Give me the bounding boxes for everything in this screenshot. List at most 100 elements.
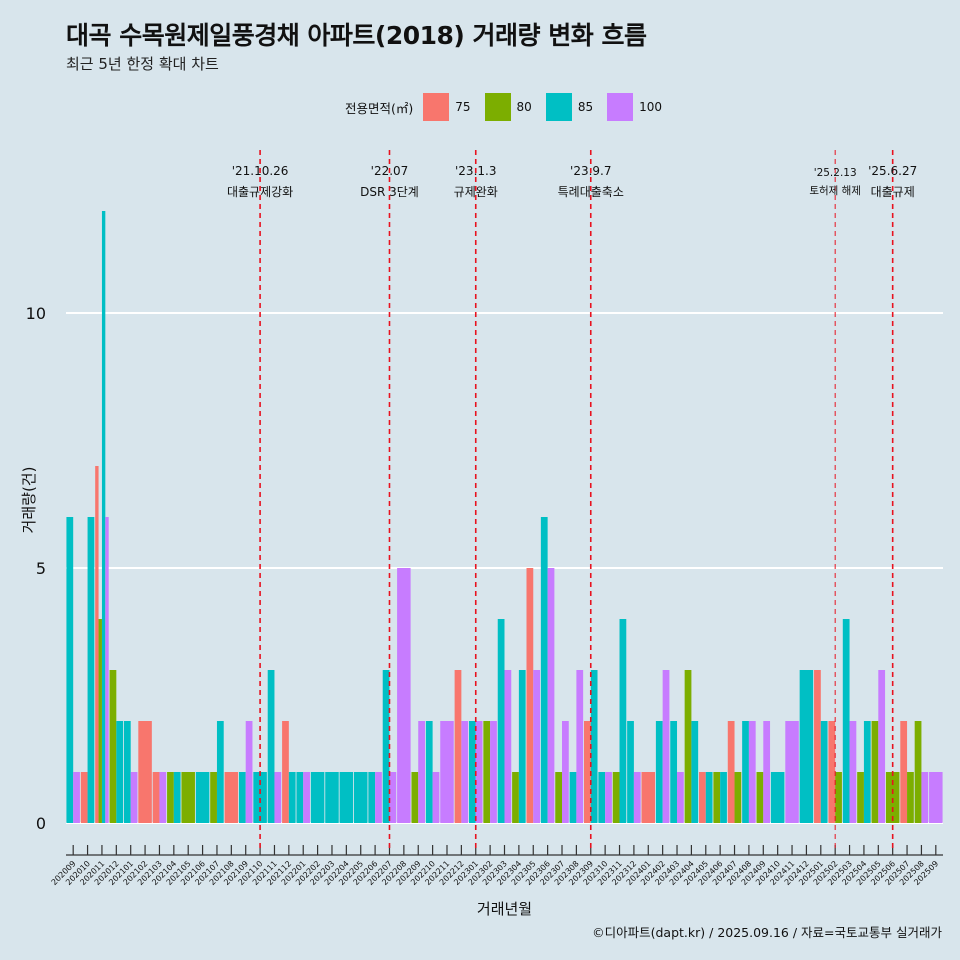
bar: [878, 670, 886, 823]
bar: [461, 721, 469, 823]
legend-key-85: [545, 93, 572, 121]
bar: [123, 721, 131, 823]
bar: [555, 772, 563, 823]
bar: [253, 772, 267, 823]
bar: [497, 619, 505, 823]
bar: [785, 721, 799, 823]
bar: [512, 772, 519, 823]
bar: [95, 466, 99, 823]
event-date: '21.10.26: [232, 164, 289, 178]
bar: [87, 517, 95, 823]
bar: [245, 721, 253, 823]
legend: 전용면적(㎡) 75 80 85 100: [345, 92, 676, 122]
bar: [288, 772, 296, 823]
bar: [763, 721, 771, 823]
bar: [440, 721, 454, 823]
bar: [116, 721, 124, 823]
bar: [849, 721, 857, 823]
bar: [605, 772, 612, 823]
bar: [842, 619, 850, 823]
bar: [66, 517, 74, 823]
bar: [612, 772, 620, 823]
bar: [173, 772, 181, 823]
bar: [138, 721, 152, 823]
bar: [432, 772, 440, 823]
event-label: 토허제 해제: [809, 184, 861, 197]
bar: [339, 772, 354, 823]
page-subtitle: 최근 5년 한정 확대 차트: [66, 55, 219, 73]
bar: [799, 670, 814, 823]
legend-label-85: 85: [577, 100, 594, 114]
bar: [863, 721, 871, 823]
bar: [627, 721, 634, 823]
bar: [691, 721, 699, 823]
event-label: 대출규제: [871, 185, 915, 199]
x-axis-title: 거래년월: [477, 900, 532, 918]
bar: [303, 772, 310, 823]
bar: [73, 772, 80, 823]
bar: [454, 670, 462, 823]
bar: [641, 772, 656, 823]
bar: [584, 721, 591, 823]
bar: [152, 772, 160, 823]
event-label: 규제완화: [454, 185, 498, 199]
event-date: '25.2.13: [814, 167, 857, 179]
event-date: '22.07: [371, 164, 409, 178]
legend-label-100: 100: [639, 100, 663, 114]
bar: [914, 721, 922, 823]
legend-key-100: [607, 93, 634, 121]
event-label: 특례대출축소: [558, 185, 624, 199]
bar: [526, 568, 534, 823]
bar: [167, 772, 174, 823]
bar: [130, 772, 138, 823]
bar: [504, 670, 512, 823]
bar: [748, 721, 756, 823]
bar: [619, 619, 627, 823]
y-tick-label: 5: [36, 559, 46, 578]
bar: [389, 772, 397, 823]
legend-key-80: [484, 93, 511, 121]
bar: [590, 670, 598, 823]
bar: [533, 670, 541, 823]
bar: [576, 670, 584, 823]
bar: [885, 772, 900, 823]
bar: [98, 619, 102, 823]
bar: [468, 721, 476, 823]
bar: [425, 721, 433, 823]
bar: [181, 772, 195, 823]
bar: [375, 772, 382, 823]
y-axis-title: 거래량(건): [20, 467, 38, 534]
bar: [159, 772, 167, 823]
bar: [705, 772, 713, 823]
bar: [105, 517, 109, 823]
bar: [368, 772, 376, 823]
bar: [475, 721, 483, 823]
bar: [720, 772, 727, 823]
bar: [353, 772, 368, 823]
event-label: 대출규제강화: [227, 185, 293, 199]
bar: [670, 721, 678, 823]
bar: [900, 721, 908, 823]
bar: [224, 772, 239, 823]
page-title: 대곡 수목원제일풍경채 아파트(2018) 거래량 변화 흐름: [66, 21, 647, 50]
bar: [699, 772, 706, 823]
bar: [483, 721, 491, 823]
bar: [871, 721, 879, 823]
bar: [662, 670, 670, 823]
bar: [101, 211, 106, 823]
bar: [282, 721, 289, 823]
bar: [633, 772, 641, 823]
bar: [684, 670, 692, 823]
bar: [195, 772, 210, 823]
bar: [216, 721, 224, 823]
bar: [907, 772, 914, 823]
bar: [490, 721, 497, 823]
legend-key-75: [423, 93, 450, 121]
bar: [921, 772, 929, 823]
bar: [727, 721, 735, 823]
bar: [80, 772, 88, 823]
source-caption: ©디아파트(dapt.kr) / 2025.09.16 / 자료=국토교통부 실…: [592, 925, 942, 940]
bar: [742, 721, 749, 823]
event-date: '23.1.3: [455, 164, 496, 178]
